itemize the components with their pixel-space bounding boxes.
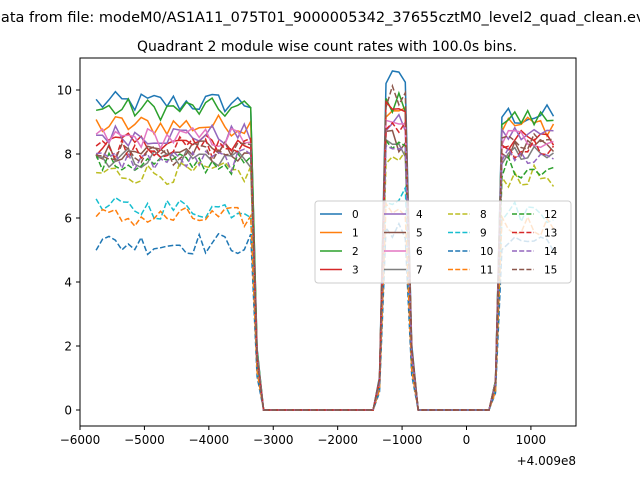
series-line-14 [96, 144, 554, 411]
legend-item[interactable]: 14 [512, 246, 558, 258]
legend-label: 15 [544, 265, 557, 277]
legend-item[interactable]: 4 [384, 209, 423, 221]
legend-item[interactable]: 5 [384, 228, 423, 240]
legend-label: 3 [352, 265, 359, 277]
x-tick-label: −1000 [382, 433, 423, 447]
y-tick-label: 0 [64, 404, 72, 418]
chart-title: Quadrant 2 module wise count rates with … [137, 39, 517, 55]
plot-area: −6000 −5000 −4000 −3000 −2000 −1000 0 1000 0 2 4 6… [57, 57, 577, 468]
legend-label: 7 [416, 265, 423, 277]
legend-label: 10 [480, 246, 493, 258]
x-tick-label: −4000 [189, 433, 230, 447]
x-tick-label: −3000 [253, 433, 294, 447]
legend-item[interactable]: 9 [448, 228, 487, 240]
legend-item[interactable]: 0 [320, 209, 359, 221]
legend-label: 5 [416, 228, 423, 240]
legend-item[interactable]: 12 [512, 209, 557, 221]
legend-label: 11 [480, 265, 493, 277]
x-tick-label: −6000 [60, 433, 101, 447]
legend-item[interactable]: 3 [320, 265, 359, 277]
y-tick-label: 10 [57, 84, 72, 98]
legend-item[interactable]: 6 [384, 246, 423, 258]
legend-item[interactable]: 11 [448, 265, 493, 277]
x-tick-label: −5000 [124, 433, 165, 447]
legend-label: 2 [352, 246, 359, 258]
y-tick-label: 4 [64, 276, 72, 290]
legend-label: 8 [480, 209, 487, 221]
legend-label: 6 [416, 246, 423, 258]
legend-item[interactable]: 10 [448, 246, 493, 258]
legend-item[interactable]: 2 [320, 246, 359, 258]
legend-box [314, 200, 572, 284]
series-layer [95, 70, 555, 411]
legend-item[interactable]: 1 [320, 228, 359, 240]
legend-item[interactable]: 8 [448, 209, 487, 221]
y-tick-label: 8 [64, 148, 72, 162]
legend-item[interactable]: 7 [384, 265, 423, 277]
series-line-15 [96, 83, 554, 411]
legend-label: 13 [544, 228, 557, 240]
legend-label: 4 [416, 209, 423, 221]
legend-label: 12 [544, 209, 557, 221]
legend-label: 1 [352, 228, 359, 240]
y-tick-label: 2 [64, 340, 72, 354]
x-tick-label: −2000 [317, 433, 358, 447]
axes-frame [79, 57, 577, 427]
figure-suptitle: Data from file: modeM0/AS1A11_075T01_900… [0, 10, 640, 26]
y-tick-label: 6 [64, 212, 72, 226]
y-axis: 0 2 4 6 8 10 [57, 84, 80, 418]
legend-label: 0 [352, 209, 359, 221]
legend-label: 14 [544, 246, 558, 258]
legend-item[interactable]: 15 [512, 265, 557, 277]
legend-item[interactable]: 13 [512, 228, 557, 240]
x-tick-label: 1000 [516, 433, 547, 447]
legend-label: 9 [480, 228, 487, 240]
x-axis-offset-text: +4.009e8 [517, 454, 576, 468]
x-axis: −6000 −5000 −4000 −3000 −2000 −1000 0 1000 [60, 426, 546, 447]
x-tick-label: 0 [463, 433, 471, 447]
